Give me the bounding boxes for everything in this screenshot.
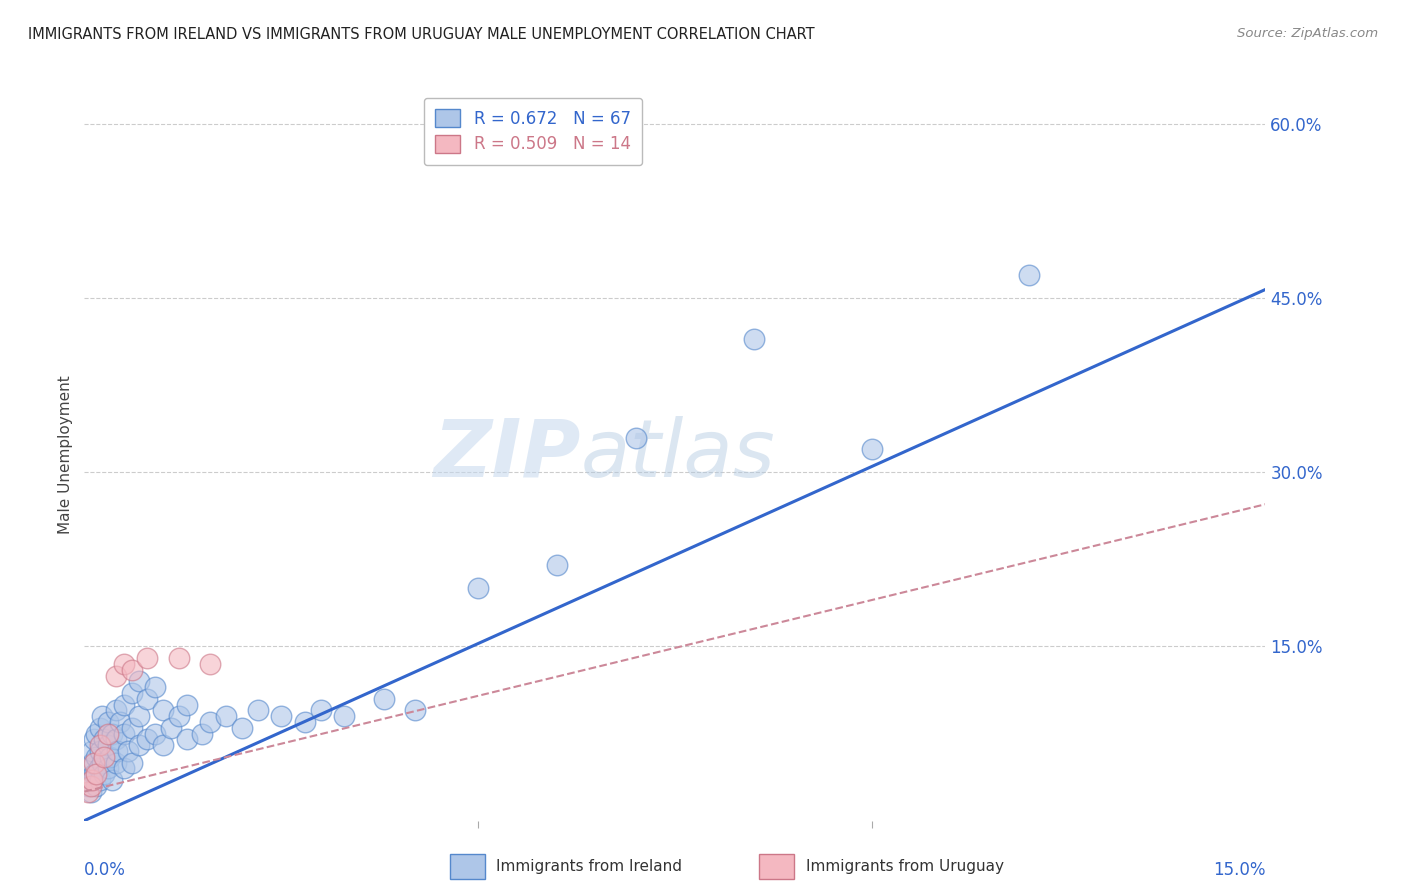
Point [84, 767, 107, 781]
Point [112, 657, 135, 671]
Text: ZIP: ZIP [433, 416, 581, 494]
Point [112, 698, 135, 712]
Text: 15.0%: 15.0% [1213, 861, 1265, 879]
Point [112, 761, 135, 775]
Point [176, 698, 198, 712]
Text: 0.0%: 0.0% [84, 861, 127, 879]
Point [546, 558, 568, 573]
Point [104, 703, 127, 717]
Point [98, 749, 121, 764]
Point [84, 726, 107, 740]
Point [246, 703, 269, 717]
Point [152, 703, 174, 717]
Point [624, 430, 647, 444]
Point [152, 738, 174, 752]
Point [860, 442, 883, 456]
Point [136, 732, 159, 747]
Point [121, 756, 143, 770]
Text: Immigrants from Uruguay: Immigrants from Uruguay [806, 859, 1004, 873]
Point [101, 772, 124, 787]
Point [104, 668, 127, 682]
Point [104, 756, 127, 770]
Point [82, 772, 104, 787]
Point [83, 732, 105, 747]
Point [89, 772, 111, 787]
Point [79, 784, 101, 798]
Point [294, 714, 316, 729]
Point [90, 756, 112, 770]
Point [83, 756, 105, 770]
Point [84, 749, 107, 764]
Point [200, 714, 222, 729]
Text: Source: ZipAtlas.com: Source: ZipAtlas.com [1237, 27, 1378, 40]
Point [1018, 268, 1040, 282]
Point [309, 703, 332, 717]
Point [742, 332, 765, 346]
Text: IMMIGRANTS FROM IRELAND VS IMMIGRANTS FROM URUGUAY MALE UNEMPLOYMENT CORRELATION: IMMIGRANTS FROM IRELAND VS IMMIGRANTS FR… [28, 27, 814, 42]
Y-axis label: Male Unemployment: Male Unemployment [58, 376, 73, 534]
Point [373, 691, 395, 706]
Point [117, 744, 139, 758]
Point [97, 714, 120, 729]
Point [84, 779, 107, 793]
Point [121, 663, 143, 677]
Point [93, 749, 115, 764]
Point [128, 738, 150, 752]
Point [77, 784, 100, 798]
Point [89, 738, 111, 752]
Point [83, 767, 105, 781]
Point [200, 657, 222, 671]
Point [87, 761, 110, 775]
Point [90, 709, 112, 723]
Point [82, 744, 104, 758]
Point [97, 726, 120, 740]
Point [89, 744, 111, 758]
Point [143, 680, 166, 694]
Point [104, 732, 127, 747]
Point [89, 721, 111, 735]
Point [143, 726, 166, 740]
Point [128, 674, 150, 689]
Point [136, 691, 159, 706]
Point [160, 721, 183, 735]
Point [108, 714, 131, 729]
Point [93, 732, 115, 747]
Point [215, 709, 238, 723]
Point [121, 686, 143, 700]
Point [136, 651, 159, 665]
Point [79, 779, 101, 793]
Point [77, 779, 100, 793]
Point [82, 772, 104, 787]
Point [107, 744, 129, 758]
Point [77, 761, 100, 775]
Point [82, 756, 104, 770]
Point [467, 582, 489, 596]
Point [101, 726, 124, 740]
Point [93, 767, 115, 781]
Text: Immigrants from Ireland: Immigrants from Ireland [496, 859, 682, 873]
Point [167, 651, 190, 665]
Point [176, 732, 198, 747]
Point [128, 709, 150, 723]
Point [112, 726, 135, 740]
Point [121, 721, 143, 735]
Point [191, 726, 214, 740]
Point [404, 703, 426, 717]
Point [97, 738, 120, 752]
Point [270, 709, 292, 723]
Legend: R = 0.672   N = 67, R = 0.509   N = 14: R = 0.672 N = 67, R = 0.509 N = 14 [423, 97, 643, 165]
Point [333, 709, 356, 723]
Point [97, 761, 120, 775]
Point [167, 709, 190, 723]
Point [231, 721, 253, 735]
Text: atlas: atlas [581, 416, 775, 494]
